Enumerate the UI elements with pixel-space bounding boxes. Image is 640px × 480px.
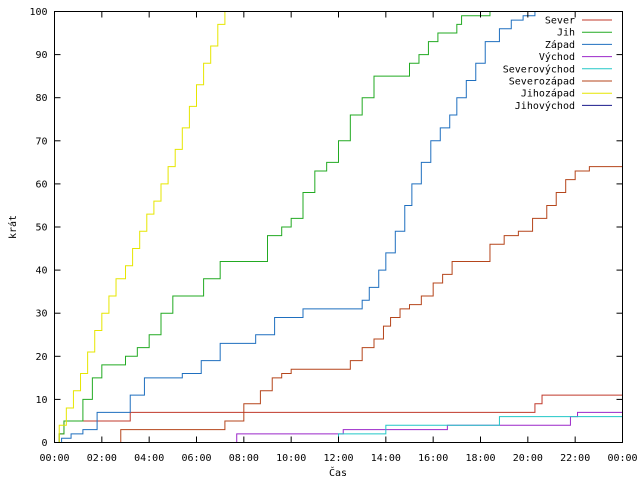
x-tick-label: 16:00 bbox=[418, 453, 448, 464]
series-line-5 bbox=[54, 166, 623, 443]
x-tick-label: 04:00 bbox=[134, 453, 164, 464]
y-tick-label: 60 bbox=[35, 179, 47, 190]
legend-label: Severozápad bbox=[509, 76, 575, 88]
x-tick-label: 12:00 bbox=[323, 453, 353, 464]
y-tick-label: 80 bbox=[35, 93, 47, 104]
y-tick-label: 90 bbox=[35, 50, 47, 61]
legend-label: Jihozápad bbox=[521, 88, 575, 100]
x-tick-label: 00:00 bbox=[39, 453, 69, 464]
legend-label: Jihovýchod bbox=[515, 100, 575, 112]
legend-label: Severovýchod bbox=[503, 63, 575, 75]
x-tick-label: 00:00 bbox=[607, 453, 637, 464]
y-tick-label: 100 bbox=[29, 7, 47, 18]
legend: SeverJihZápadVýchodSeverovýchodSeverozáp… bbox=[503, 16, 612, 112]
y-tick-label: 30 bbox=[35, 309, 47, 320]
legend-label: Jih bbox=[557, 28, 575, 39]
legend-label: Východ bbox=[539, 51, 575, 63]
y-tick-label: 10 bbox=[35, 395, 47, 406]
x-tick-label: 18:00 bbox=[465, 453, 495, 464]
x-tick-label: 14:00 bbox=[371, 453, 401, 464]
series-line-2 bbox=[54, 11, 536, 443]
x-tick-label: 22:00 bbox=[560, 453, 590, 464]
x-tick-label: 02:00 bbox=[87, 453, 117, 464]
x-axis-label: Čas bbox=[329, 466, 347, 479]
y-tick-label: 70 bbox=[35, 136, 47, 147]
x-tick-label: 10:00 bbox=[276, 453, 306, 464]
y-axis-label: krát bbox=[7, 215, 19, 239]
series-line-1 bbox=[54, 11, 491, 443]
y-tick-label: 20 bbox=[35, 352, 47, 363]
x-tick-label: 08:00 bbox=[229, 453, 259, 464]
x-tick-label: 20:00 bbox=[513, 453, 543, 464]
legend-label: Sever bbox=[545, 16, 575, 27]
y-tick-label: 50 bbox=[35, 223, 47, 234]
x-tick-label: 06:00 bbox=[181, 453, 211, 464]
legend-label: Západ bbox=[545, 39, 575, 51]
y-tick-label: 40 bbox=[35, 266, 47, 277]
y-tick-label: 0 bbox=[41, 438, 47, 449]
series-line-6 bbox=[54, 11, 226, 443]
series-line-3 bbox=[54, 411, 623, 443]
axes-layer: 0 10 20 30 40 50 60 70 80 90 100 00:00 02:00 04:00 06:… bbox=[29, 7, 637, 464]
